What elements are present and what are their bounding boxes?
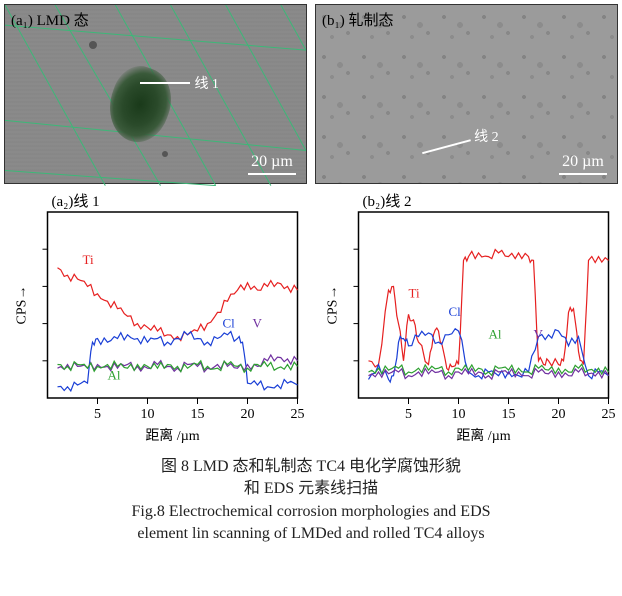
figure-captions: 图 8 LMD 态和轧制态 TC4 电化学腐蚀形貌 和 EDS 元素线扫描 Fi… (4, 456, 618, 546)
panel-a1-label: (a₁) LMD 态 (11, 9, 89, 30)
scale-text-a1: 20 µm (251, 153, 293, 171)
scale-line-b1 (559, 173, 607, 175)
sem-images-row: (a₁) LMD 态 线 1 20 µm (b₁) 轧制态 线 2 (4, 4, 618, 184)
svg-text:距离 /µm: 距离 /µm (145, 427, 199, 444)
line2-marker: 线 2 (420, 123, 501, 163)
svg-text:20: 20 (241, 407, 255, 422)
svg-text:Cl: Cl (223, 315, 236, 330)
chart-panel-a2: 5 10 15 20 25 CPS→ 距离 /µm (a₂)线 1 Ti Cl V Al (4, 188, 307, 448)
svg-text:(b₂)线 2: (b₂)线 2 (363, 193, 412, 210)
svg-text:Al: Al (489, 326, 502, 341)
scale-bar-a1: 20 µm (248, 153, 296, 175)
svg-text:5: 5 (405, 407, 412, 422)
line2-segment (422, 139, 471, 154)
svg-text:10: 10 (141, 407, 155, 422)
scale-text-b1: 20 µm (562, 153, 604, 171)
svg-text:距离 /µm: 距离 /µm (456, 427, 510, 444)
svg-text:V: V (534, 326, 544, 341)
svg-text:15: 15 (191, 407, 205, 422)
svg-text:Al: Al (108, 367, 121, 382)
charts-row: 5 10 15 20 25 CPS→ 距离 /µm (a₂)线 1 Ti Cl V Al 5 10 15 2… (4, 188, 618, 448)
panel-b1-label: (b₁) 轧制态 (322, 9, 393, 30)
svg-text:15: 15 (502, 407, 516, 422)
svg-text:(a₂)线 1: (a₂)线 1 (52, 193, 100, 210)
svg-text:CPS→: CPS→ (15, 286, 30, 325)
figure-container: (a₁) LMD 态 线 1 20 µm (b₁) 轧制态 线 2 (4, 4, 618, 546)
scale-line-a1 (248, 173, 296, 175)
small-pit (89, 41, 97, 49)
line2-text: 线 2 (474, 126, 499, 146)
scale-bar-b1: 20 µm (559, 153, 607, 175)
sem-bg-a1: (a₁) LMD 态 线 1 20 µm (5, 5, 306, 183)
chart-a2-svg: 5 10 15 20 25 CPS→ 距离 /µm (a₂)线 1 Ti Cl V Al (4, 188, 307, 448)
small-pit (162, 151, 168, 157)
svg-text:V: V (253, 315, 263, 330)
caption-en-line1: Fig.8 Electrochemical corrosion morpholo… (4, 501, 618, 523)
caption-cn-line2: 和 EDS 元素线扫描 (4, 478, 618, 500)
chart-b2-svg: 5 10 15 20 25 CPS→ 距离 /µm (b₂)线 2 Ti Cl Al V (315, 188, 618, 448)
svg-text:Cl: Cl (449, 304, 462, 319)
svg-text:Ti: Ti (409, 286, 420, 301)
svg-text:25: 25 (602, 407, 616, 422)
svg-text:5: 5 (94, 407, 101, 422)
svg-text:25: 25 (291, 407, 305, 422)
line1-marker: 线 1 (140, 73, 219, 93)
caption-en-line2: element lin scanning of LMDed and rolled… (4, 523, 618, 545)
sem-bg-b1: (b₁) 轧制态 线 2 20 µm (316, 5, 617, 183)
line1-text: 线 1 (194, 73, 219, 93)
svg-text:Ti: Ti (83, 252, 94, 267)
svg-text:20: 20 (552, 407, 566, 422)
sem-panel-b1: (b₁) 轧制态 线 2 20 µm (315, 4, 618, 184)
sem-panel-a1: (a₁) LMD 态 线 1 20 µm (4, 4, 307, 184)
svg-text:10: 10 (452, 407, 466, 422)
line1-segment (140, 82, 190, 84)
caption-cn-line1: 图 8 LMD 态和轧制态 TC4 电化学腐蚀形貌 (4, 456, 618, 478)
chart-panel-b2: 5 10 15 20 25 CPS→ 距离 /µm (b₂)线 2 Ti Cl Al V (315, 188, 618, 448)
svg-text:CPS→: CPS→ (326, 286, 341, 325)
